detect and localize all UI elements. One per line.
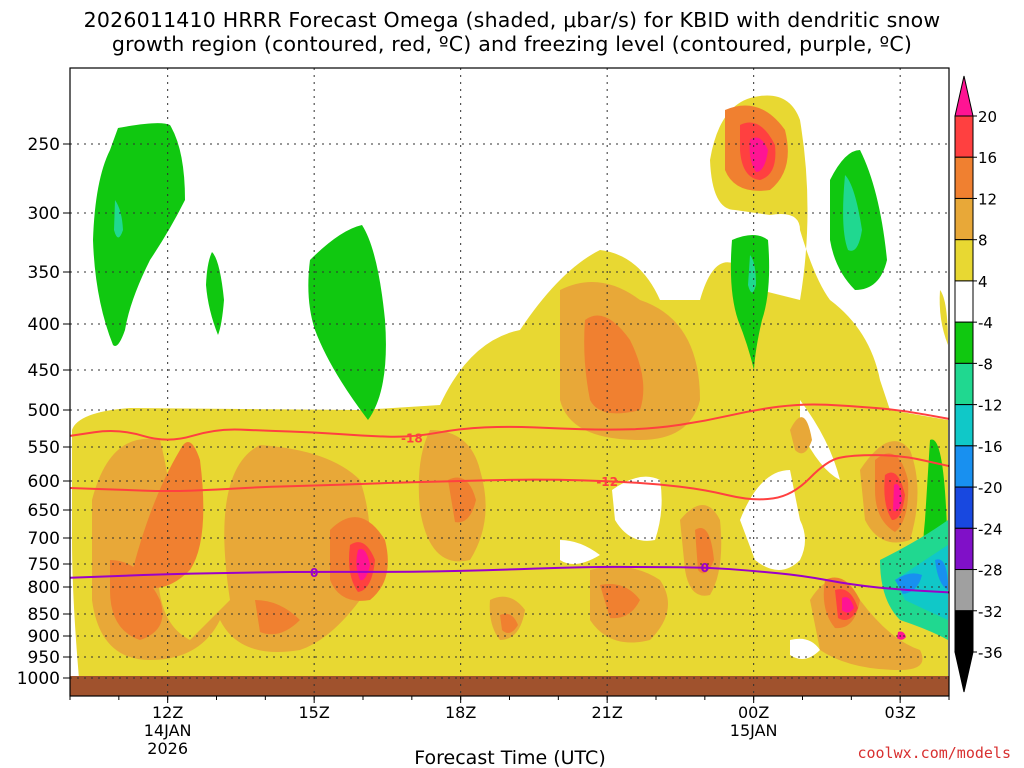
chart-title: 2026011410 HRRR Forecast Omega (shaded, … bbox=[0, 8, 1024, 56]
colorbar-swatch bbox=[954, 486, 974, 529]
y-tick-label: 350 bbox=[28, 263, 60, 283]
colorbar-label: -36 bbox=[978, 644, 1003, 662]
colorbar-label: 4 bbox=[978, 273, 988, 291]
y-tick-label: 850 bbox=[28, 605, 60, 625]
y-tick-label: 450 bbox=[28, 361, 60, 381]
colorbar-label: -8 bbox=[978, 355, 993, 373]
surface-terrain bbox=[70, 676, 949, 696]
y-axis: 2503003504004505005506006507007508008509… bbox=[17, 135, 70, 689]
colorbar-label: -32 bbox=[978, 603, 1003, 621]
colorbar-label: 8 bbox=[978, 232, 988, 250]
contour-dendritic-top bbox=[69, 403, 950, 441]
temperature-contours: -18 -12 0 0 bbox=[69, 403, 950, 594]
contour-label: -12 bbox=[596, 475, 618, 489]
y-tick-label: 600 bbox=[28, 472, 60, 492]
colorbar-swatch bbox=[954, 569, 974, 612]
x-tick-date: 14JAN bbox=[144, 721, 192, 740]
y-tick-label: 900 bbox=[28, 627, 60, 647]
colorbar-swatch bbox=[954, 280, 974, 323]
colorbar-bottom-arrow bbox=[954, 651, 974, 693]
title-line-2: growth region (contoured, red, ºC) and f… bbox=[111, 32, 913, 56]
omega-fill-12-16 bbox=[110, 105, 909, 640]
contour-label: 0 bbox=[701, 561, 709, 575]
colorbar-swatch bbox=[954, 239, 974, 282]
omega-fill-neg-16-20 bbox=[895, 559, 948, 594]
colorbar: 20 16 12 8 4 -4 -8 -12 -16 -20 -24 -28 -32 -36 bbox=[954, 75, 1003, 693]
colorbar-top-arrow bbox=[954, 75, 974, 117]
x-tick-label: 21Z bbox=[592, 703, 623, 722]
colorbar-label: -16 bbox=[978, 438, 1003, 456]
omega-fill-holes bbox=[560, 400, 880, 659]
y-tick-label: 550 bbox=[28, 438, 60, 458]
colorbar-label: -20 bbox=[978, 479, 1003, 497]
colorbar-swatch bbox=[954, 197, 974, 241]
x-tick-label: 12Z bbox=[152, 703, 183, 722]
colorbar-swatch bbox=[954, 610, 974, 653]
y-tick-label: 800 bbox=[28, 578, 60, 598]
x-tick-year: 2026 bbox=[147, 739, 188, 758]
contour-dendritic-bottom bbox=[69, 454, 950, 501]
omega-shading bbox=[70, 95, 949, 696]
contour-label: -18 bbox=[401, 431, 423, 445]
colorbar-label: -4 bbox=[978, 314, 993, 332]
y-tick-label: 950 bbox=[28, 648, 60, 668]
y-tick-label: 300 bbox=[28, 204, 60, 224]
colorbar-swatch bbox=[954, 321, 974, 364]
x-tick-label: 00Z bbox=[738, 703, 769, 722]
y-tick-label: 400 bbox=[28, 315, 60, 335]
contour-freezing-level bbox=[69, 565, 950, 594]
y-tick-label: 250 bbox=[28, 135, 60, 155]
x-tick-label: 15Z bbox=[299, 703, 330, 722]
colorbar-label: -12 bbox=[978, 397, 1003, 415]
title-line-1: 2026011410 HRRR Forecast Omega (shaded, … bbox=[83, 8, 941, 32]
colorbar-swatch bbox=[954, 527, 974, 571]
y-tick-label: 1000 bbox=[17, 669, 60, 689]
x-tick-label: 18Z bbox=[445, 703, 476, 722]
omega-fill-4-8-right bbox=[939, 290, 948, 345]
colorbar-swatch bbox=[954, 362, 974, 406]
colorbar-label: -24 bbox=[978, 520, 1003, 538]
x-tick-label: 03Z bbox=[885, 703, 916, 722]
omega-fill-neg-12-16 bbox=[895, 545, 948, 620]
y-tick-label: 500 bbox=[28, 401, 60, 421]
colorbar-swatch bbox=[954, 445, 974, 488]
colorbar-label: 16 bbox=[978, 149, 997, 167]
y-tick-label: 700 bbox=[28, 529, 60, 549]
y-tick-label: 650 bbox=[28, 501, 60, 521]
colorbar-swatch bbox=[954, 404, 974, 447]
y-tick-label: 750 bbox=[28, 555, 60, 575]
x-tick-date: 15JAN bbox=[730, 721, 778, 740]
omega-fill-8-12 bbox=[92, 282, 923, 670]
colorbar-label: 12 bbox=[978, 190, 997, 208]
credit-text: coolwx.com/models bbox=[857, 744, 1011, 762]
x-axis-label: Forecast Time (UTC) bbox=[414, 747, 605, 768]
colorbar-swatch bbox=[954, 115, 974, 158]
colorbar-label: -28 bbox=[978, 562, 1003, 580]
contour-label: 0 bbox=[310, 566, 318, 580]
colorbar-label: 20 bbox=[978, 108, 997, 126]
omega-fill-neg-4-8 bbox=[93, 123, 948, 601]
colorbar-swatch bbox=[954, 156, 974, 199]
